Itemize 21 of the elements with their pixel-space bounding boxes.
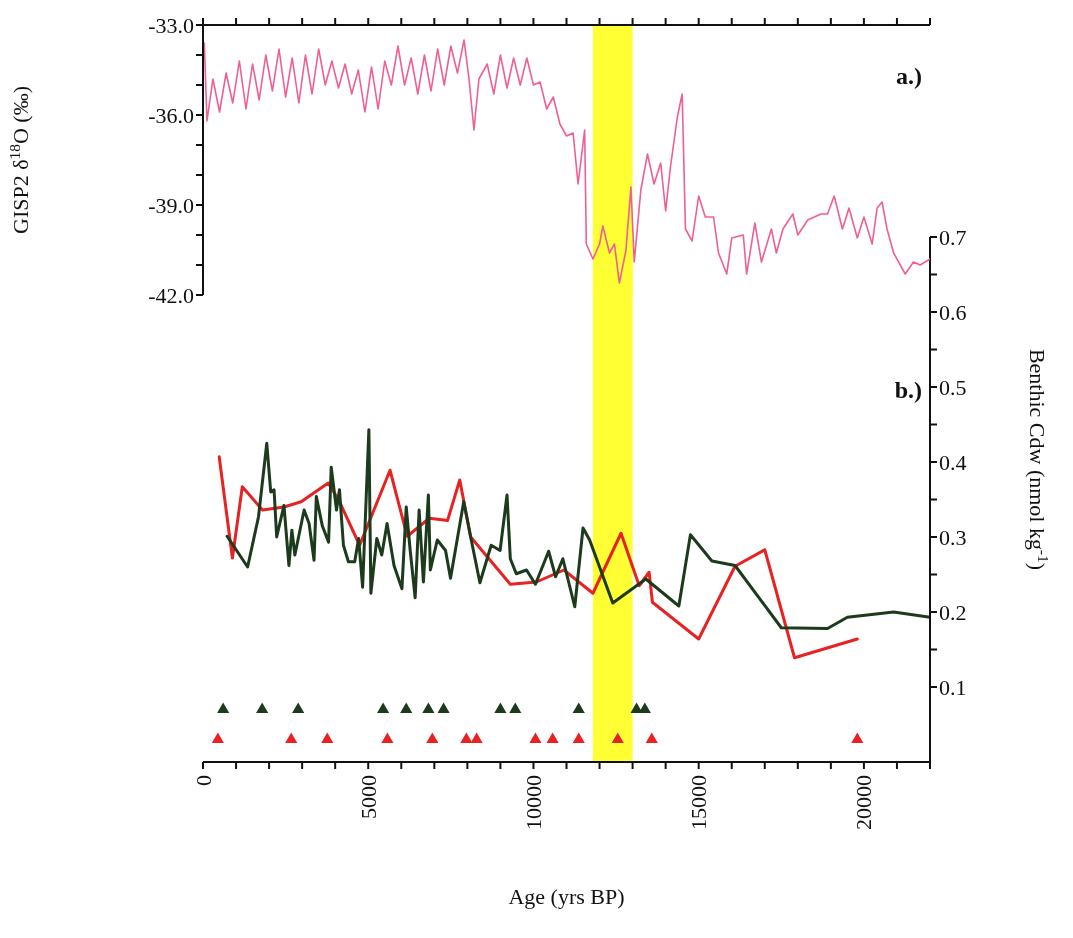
y2-tick-label: 0.4	[939, 449, 967, 475]
y2-tick-label: 0.7	[939, 224, 967, 250]
y-tick-label: -42.0	[148, 282, 194, 308]
y2-tick-label: 0.5	[939, 374, 967, 400]
y-tick-label: -39.0	[148, 192, 194, 218]
y2-tick-label: 0.1	[939, 674, 967, 700]
line-series	[203, 39, 930, 284]
x-tick-label: 15000	[686, 775, 712, 830]
y2-tick-label: 0.3	[939, 524, 967, 550]
x-tick-label: 5000	[355, 775, 381, 819]
x-tick-label: 10000	[520, 775, 546, 830]
line-series	[225, 428, 930, 630]
x-tick-label: 20000	[851, 775, 877, 830]
annotation: a.)	[896, 63, 922, 90]
y-tick-label: -33.0	[148, 12, 194, 38]
annotation: b.)	[894, 377, 922, 404]
y2-tick-label: 0.2	[939, 599, 967, 625]
y2-tick-label: 0.6	[939, 299, 967, 325]
x-axis-title: Age (yrs BP)	[508, 884, 625, 909]
y-tick-label: -36.0	[148, 102, 194, 128]
x-tick-label: 0	[190, 775, 216, 786]
